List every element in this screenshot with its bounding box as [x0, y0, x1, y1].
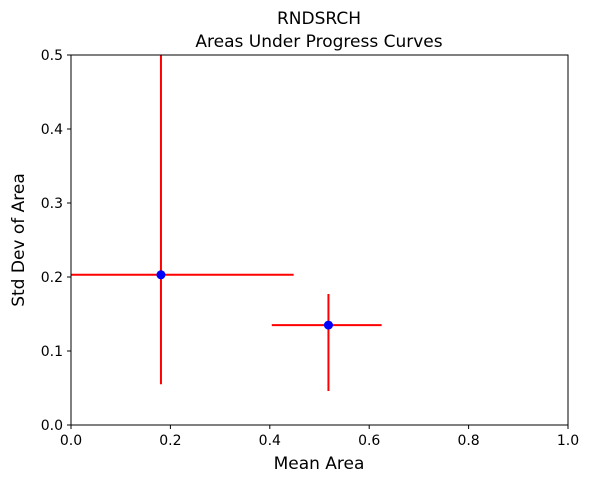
chart-title: RNDSRCH — [277, 9, 361, 29]
data-point — [156, 270, 165, 279]
y-axis-label: Std Dev of Area — [9, 173, 29, 307]
y-tick-label: 0.0 — [41, 418, 63, 434]
data-point — [324, 321, 333, 330]
y-tick-label: 0.5 — [41, 48, 63, 64]
x-tick-label: 1.0 — [557, 433, 579, 449]
x-tick-label: 0.6 — [358, 433, 380, 449]
x-tick-label: 0.2 — [159, 433, 181, 449]
y-tick-label: 0.2 — [41, 270, 63, 286]
chart-subtitle: Areas Under Progress Curves — [195, 32, 442, 52]
y-tick-label: 0.1 — [41, 344, 63, 360]
y-tick-label: 0.4 — [41, 122, 63, 138]
plot-area — [71, 55, 568, 425]
x-tick-label: 0.0 — [60, 433, 82, 449]
x-tick-label: 0.4 — [259, 433, 281, 449]
y-tick-label: 0.3 — [41, 196, 63, 212]
x-axis-label: Mean Area — [274, 454, 365, 474]
x-tick-label: 0.8 — [457, 433, 479, 449]
